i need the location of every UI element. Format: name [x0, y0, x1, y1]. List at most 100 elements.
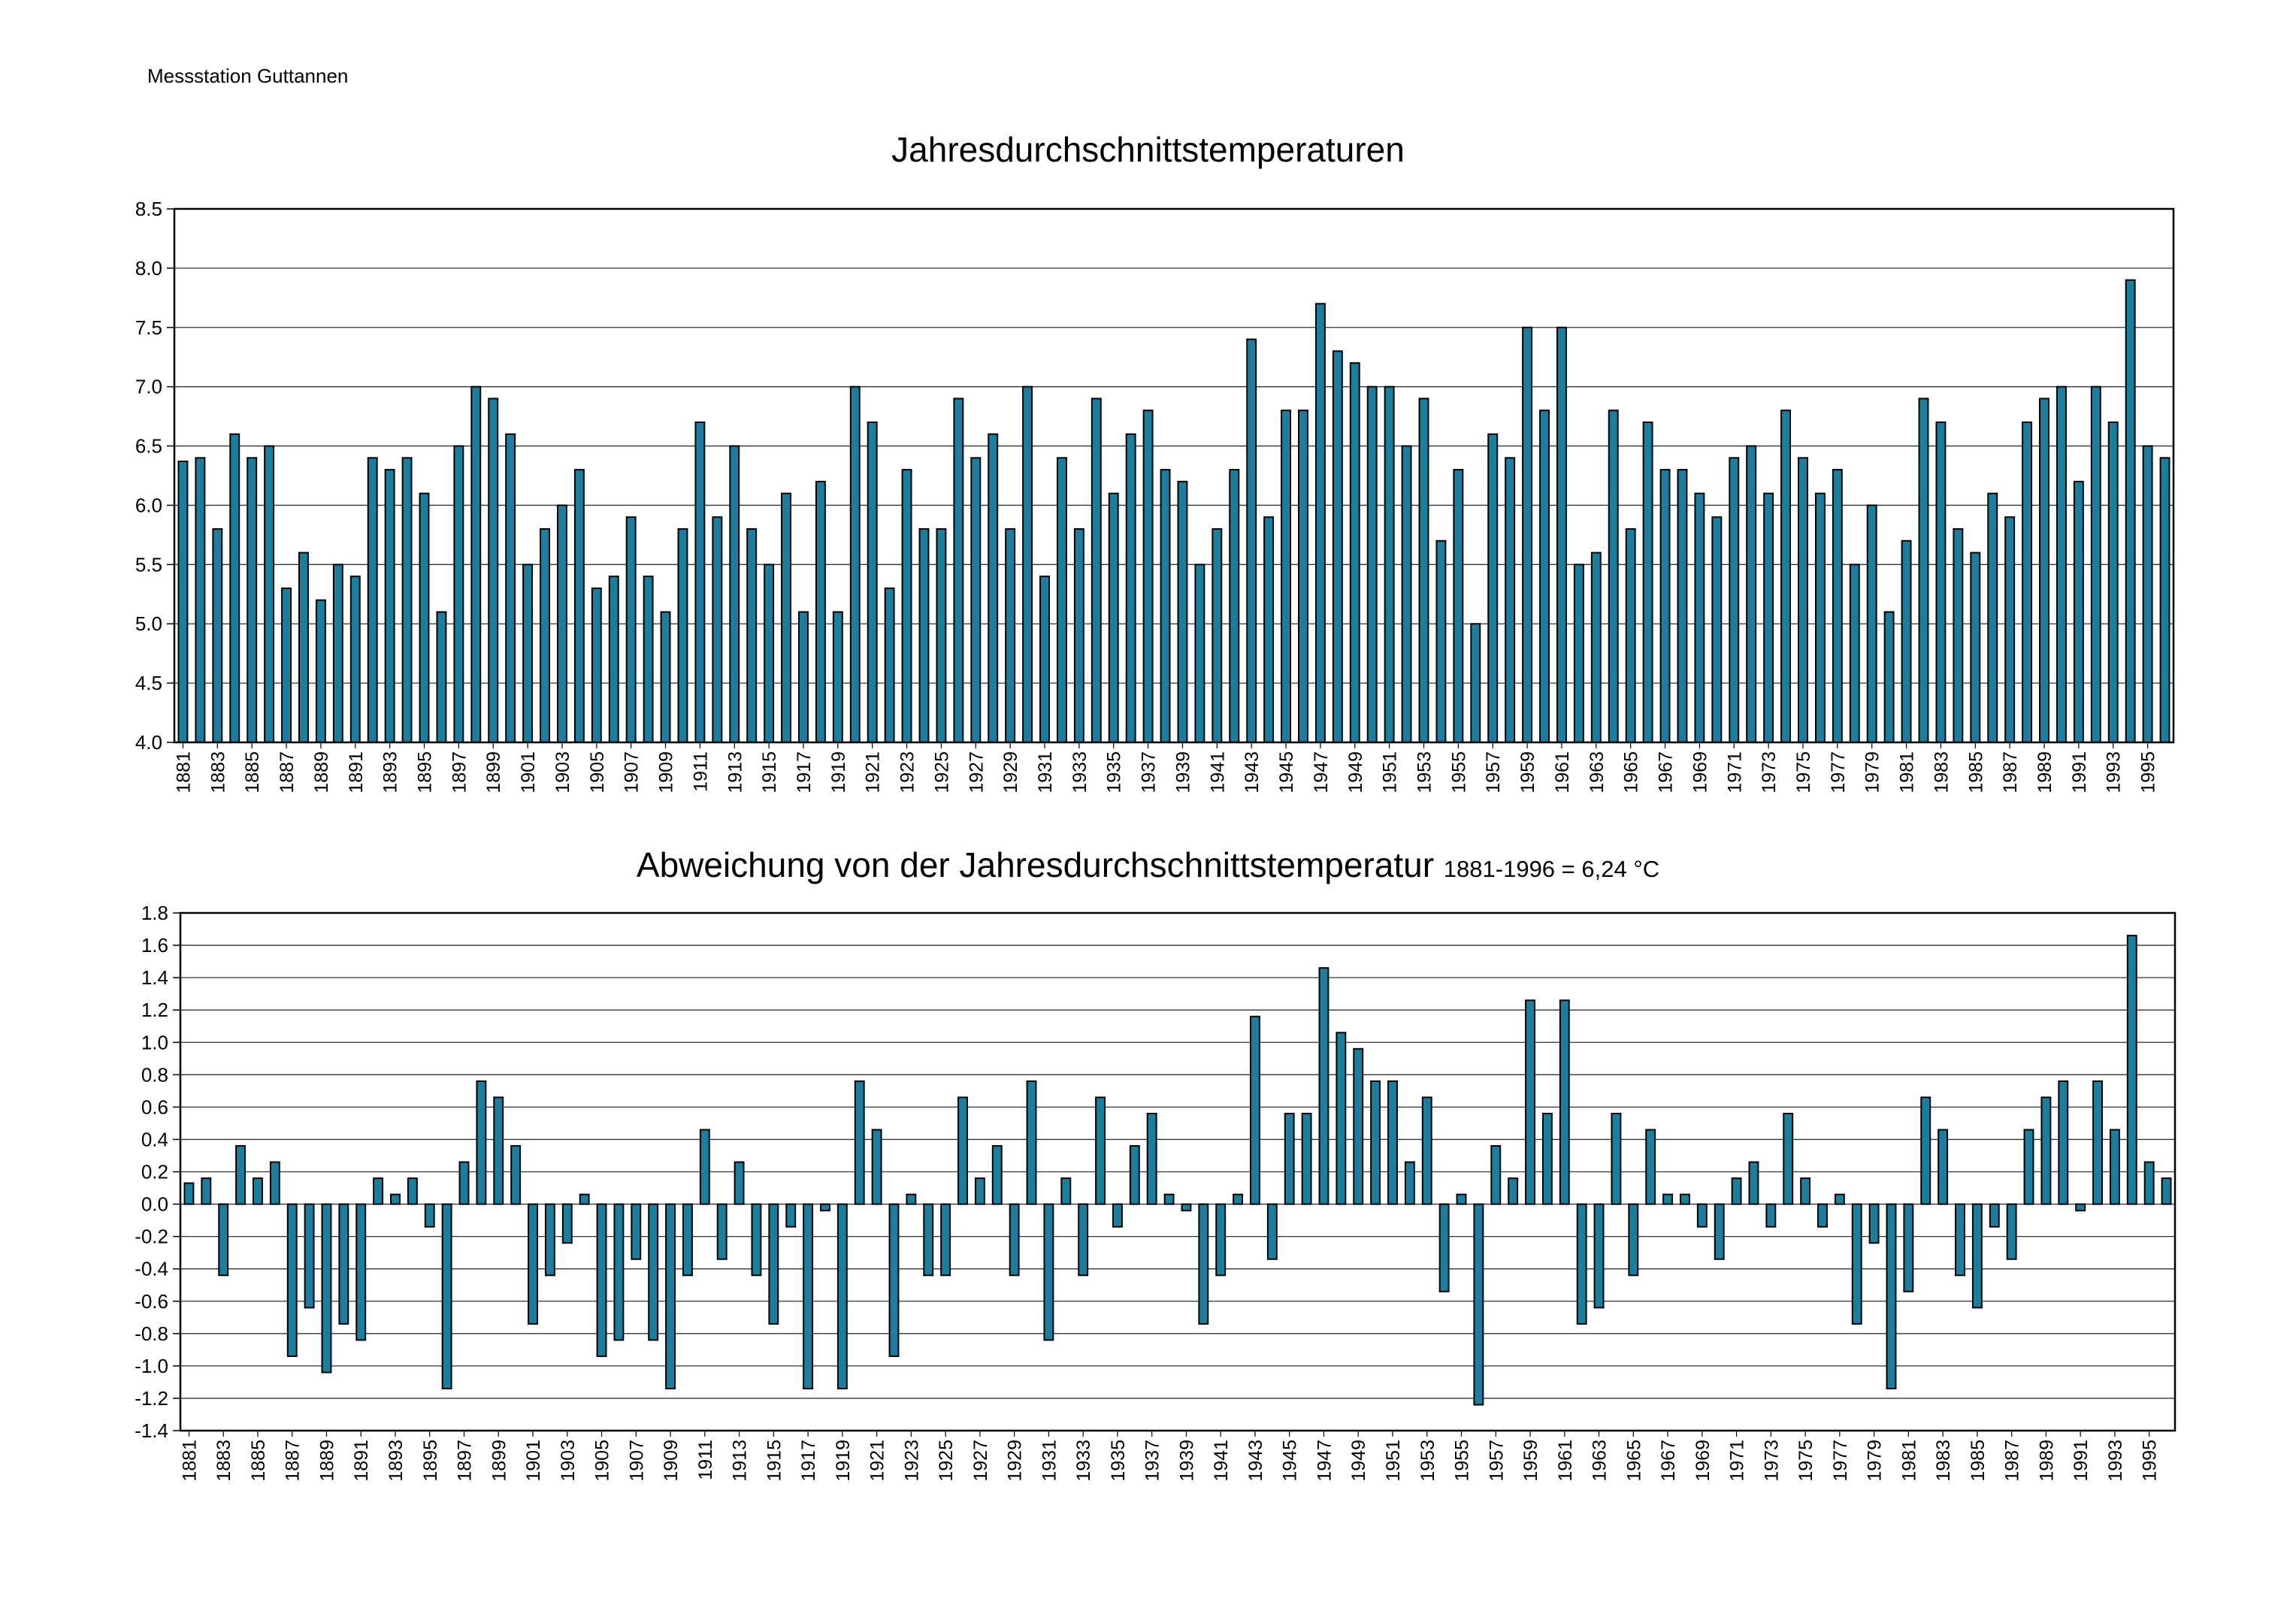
- chart2-bar: [1473, 1203, 1484, 1406]
- chart1-x-tick-label: 1913: [724, 751, 746, 793]
- chart2-y-tick-label: 1.4: [141, 966, 168, 989]
- chart2-bar: [1353, 1047, 1364, 1205]
- chart2-x-tick-label: 1903: [558, 1440, 579, 1482]
- chart2-bar: [1662, 1193, 1674, 1205]
- chart2-bar: [1060, 1177, 1072, 1205]
- chart1-x-tick-label: 1931: [1035, 751, 1056, 793]
- chart2-bar: [1078, 1203, 1089, 1277]
- chart2-bar: [1404, 1161, 1415, 1205]
- chart2-x-tick-label: 1961: [1555, 1440, 1576, 1482]
- chart2-bar: [1129, 1145, 1140, 1205]
- chart2-x-tick-label: 1899: [489, 1440, 510, 1482]
- chart1-y-tick-label: 8.0: [135, 257, 162, 280]
- chart2-bar: [888, 1203, 900, 1357]
- chart1-x-tick-label: 1979: [1862, 751, 1883, 793]
- chart2-bar: [321, 1203, 332, 1374]
- chart2-bar: [682, 1203, 693, 1277]
- chart2-x-tick-label: 1955: [1452, 1440, 1473, 1482]
- chart2-x-tick-label: 1929: [1005, 1440, 1026, 1482]
- chart2-x-tick-label: 1927: [970, 1440, 991, 1482]
- chart2-x-tick-label: 1937: [1142, 1440, 1163, 1482]
- chart2-bar: [561, 1203, 573, 1244]
- chart2-bar: [235, 1145, 247, 1205]
- chart2-y-tick-label: -0.2: [135, 1226, 168, 1248]
- chart2-x-tick-label: 1987: [2002, 1440, 2023, 1482]
- chart1-x-tick-label: 1929: [1000, 751, 1021, 793]
- chart2-x-tick-label: 1963: [1590, 1440, 1611, 1482]
- chart2-bar: [1541, 1112, 1553, 1205]
- chart2-x-tick-label: 1893: [386, 1440, 407, 1482]
- chart-subtitle-mean: 1881-1996 = 6,24 °C: [1443, 856, 1660, 882]
- chart2-bar: [1783, 1112, 1794, 1205]
- chart2-bar: [218, 1203, 229, 1277]
- chart2-bar: [1834, 1193, 1845, 1205]
- chart2-y-tick-label: 1.6: [141, 934, 168, 957]
- chart1-x-tick-label: 1889: [311, 751, 332, 793]
- chart2-bar: [613, 1203, 625, 1341]
- chart1-x-tick-label: 1945: [1276, 751, 1297, 793]
- chart1-x-tick-label: 1881: [173, 751, 194, 793]
- chart1-x-tick-label: 1995: [2138, 751, 2159, 793]
- chart2-bar: [1903, 1203, 1914, 1292]
- chart2-bar: [1696, 1203, 1708, 1228]
- chart2-x-tick-label: 1885: [248, 1440, 269, 1482]
- chart2-x-tick-label: 1981: [1898, 1440, 1919, 1482]
- chart2-bar: [1266, 1203, 1278, 1260]
- chart2-x-tick-label: 1995: [2140, 1440, 2161, 1482]
- chart2-bar: [1971, 1203, 1983, 1309]
- chart2-bar: [751, 1203, 762, 1277]
- chart2-bar: [1456, 1193, 1467, 1205]
- chart2-plot-frame: [179, 911, 2177, 1432]
- chart2-bar: [1679, 1193, 1690, 1205]
- chart2-bar: [1490, 1145, 1502, 1205]
- chart2-bar: [1112, 1203, 1123, 1228]
- chart2-x-tick-label: 1947: [1314, 1440, 1335, 1482]
- chart2-bar: [1938, 1129, 1949, 1205]
- chart2-bar: [407, 1177, 418, 1205]
- chart2-bar: [836, 1203, 848, 1390]
- chart2-bar: [648, 1203, 659, 1341]
- chart2-bar: [1163, 1193, 1175, 1205]
- chart2-y-tick-label: -1.2: [135, 1387, 168, 1410]
- chart2-y-tick-label: -1.4: [135, 1419, 168, 1442]
- chart2-x-tick-label: 1921: [867, 1440, 888, 1482]
- chart2-bar: [1233, 1193, 1244, 1205]
- chart2-x-tick-label: 1971: [1727, 1440, 1748, 1482]
- chart2-bar: [338, 1203, 349, 1325]
- chart2-bar: [269, 1161, 280, 1205]
- chart2-bar: [2143, 1161, 2155, 1205]
- chart2-y-tick-label: -0.8: [135, 1322, 168, 1345]
- chart1-x-tick-label: 1923: [897, 751, 918, 793]
- chart2-bar: [1215, 1203, 1227, 1277]
- chart2-bar: [1817, 1203, 1828, 1228]
- chart2-bar: [820, 1203, 830, 1212]
- chart2-x-tick-label: 1959: [1520, 1440, 1541, 1482]
- chart2-bar: [734, 1161, 745, 1205]
- chart2-bar: [1387, 1080, 1398, 1205]
- chart2-bar: [1250, 1015, 1260, 1205]
- chart1-x-tick-label: 1911: [690, 751, 711, 792]
- chart2-bar: [1645, 1129, 1656, 1205]
- chart1-x-tick-label: 1965: [1621, 751, 1642, 793]
- chart2-x-tick-label: 1923: [901, 1440, 922, 1482]
- chart2-x-tick-label: 1907: [626, 1440, 647, 1482]
- chart2-bar: [493, 1096, 504, 1205]
- chart2-bar: [544, 1203, 555, 1277]
- chart2-bar: [1920, 1096, 1931, 1205]
- chart1-x-tick-label: 1935: [1104, 751, 1125, 793]
- chart2-bar: [854, 1080, 865, 1205]
- chart2-bar: [2058, 1080, 2069, 1205]
- chart2-x-tick-label: 1977: [1830, 1440, 1851, 1482]
- chart2-bar: [1611, 1112, 1622, 1205]
- chart1-x-tick-label: 1905: [587, 751, 608, 793]
- chart1-x-tick-label: 1977: [1828, 751, 1849, 793]
- chart1-x-tick-label: 1921: [863, 751, 884, 793]
- chart2-bar: [991, 1145, 1003, 1205]
- chart1-x-tick-label: 1989: [2034, 751, 2056, 793]
- chart1-y-tick-label: 6.5: [135, 435, 162, 458]
- chart2-bar: [1868, 1203, 1880, 1244]
- chart1-y-tick-label: 5.0: [135, 612, 162, 635]
- chart2-bar: [441, 1203, 452, 1390]
